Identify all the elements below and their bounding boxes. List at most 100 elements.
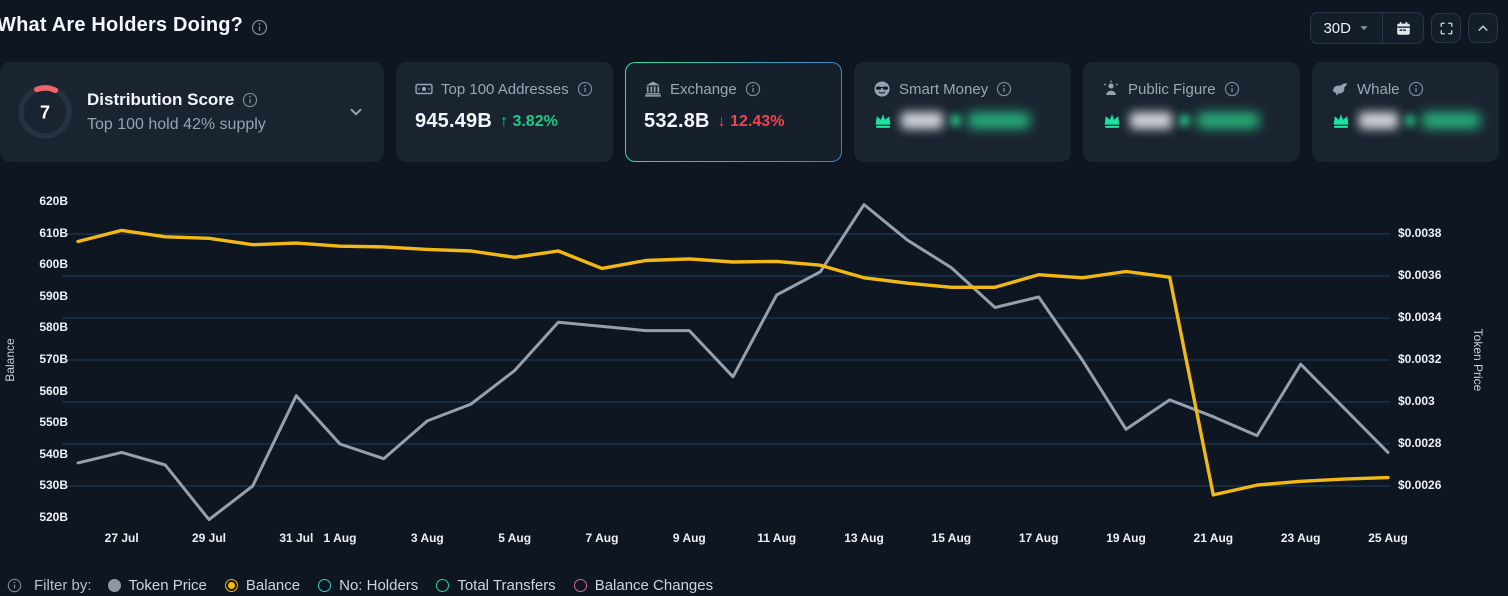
x-axis-tick: 29 Jul xyxy=(191,531,227,545)
info-icon[interactable] xyxy=(242,92,258,108)
left-axis-tick: 560B xyxy=(39,383,68,398)
card-top-100-addresses[interactable]: Top 100 Addresses 945.49B ↑ 3.82% xyxy=(396,62,613,162)
timeframe-selector[interactable]: 30D xyxy=(1311,13,1382,43)
filter-option-label: Balance Changes xyxy=(594,577,714,594)
right-axis-tick: $0.0026 xyxy=(1398,478,1442,492)
masked-arrow xyxy=(1406,114,1415,126)
masked-change xyxy=(1422,112,1480,128)
header-controls: 30D xyxy=(1310,12,1498,44)
masked-value xyxy=(1359,111,1399,129)
x-axis-tick: 27 Jul xyxy=(104,531,139,545)
fullscreen-button[interactable] xyxy=(1431,13,1461,43)
distribution-score-gauge: 7 xyxy=(18,85,72,139)
right-axis-tick: $0.0036 xyxy=(1398,268,1442,282)
smart-money-icon xyxy=(873,80,891,98)
radio-icon xyxy=(107,579,121,592)
filter-options: Token Price Balance No: Holders Total Trans… xyxy=(107,577,714,594)
x-axis-tick: 23 Aug xyxy=(1280,531,1321,545)
calendar-button[interactable] xyxy=(1383,13,1423,43)
info-icon[interactable] xyxy=(251,19,268,36)
x-axis-tick: 31 Jul xyxy=(279,531,314,545)
x-axis-tick: 17 Aug xyxy=(1018,531,1059,545)
left-axis-tick: 590B xyxy=(39,288,68,303)
card-public-figure[interactable]: Public Figure xyxy=(1083,62,1300,162)
collapse-button[interactable] xyxy=(1468,13,1498,43)
filter-option-total-transfers[interactable]: Total Transfers xyxy=(436,577,556,594)
stat-cards: Top 100 Addresses 945.49B ↑ 3.82% Exchange 5… xyxy=(396,62,1499,162)
masked-change xyxy=(968,112,1030,128)
series-token-price xyxy=(76,203,1390,522)
right-axis-tick: $0.0038 xyxy=(1398,226,1442,240)
left-axis-tick: 530B xyxy=(39,478,68,493)
card-value: 532.8B xyxy=(644,110,710,132)
banknote-icon xyxy=(415,80,433,98)
right-axis-tick: $0.0034 xyxy=(1398,310,1442,324)
fullscreen-icon xyxy=(1439,21,1454,36)
x-axis-tick: 7 Aug xyxy=(585,531,619,545)
left-axis-tick: 550B xyxy=(39,415,68,430)
right-axis-tick: $0.0028 xyxy=(1398,436,1442,450)
panel-header: What Are Holders Doing? 30D xyxy=(0,0,1508,54)
filter-option-token-price[interactable]: Token Price xyxy=(107,577,207,594)
filter-option-no-holders[interactable]: No: Holders xyxy=(318,577,418,594)
card-title: Whale xyxy=(1357,80,1400,98)
page-title: What Are Holders Doing? xyxy=(0,14,244,36)
filter-option-balance[interactable]: Balance xyxy=(224,577,301,594)
bank-icon xyxy=(644,80,662,98)
chevron-down-icon xyxy=(1358,22,1370,34)
info-icon[interactable] xyxy=(577,81,593,97)
filter-option-label: Token Price xyxy=(128,577,207,594)
public-figure-icon xyxy=(1102,80,1120,98)
card-title: Exchange xyxy=(670,80,737,98)
filter-row: Filter by: Token Price Balance No: Holders… xyxy=(7,577,713,594)
left-axis-tick: 520B xyxy=(39,510,68,524)
right-axis-tick: $0.003 xyxy=(1398,394,1435,408)
card-smart-money[interactable]: Smart Money xyxy=(854,62,1071,162)
info-icon[interactable] xyxy=(745,81,761,97)
filter-label: Filter by: xyxy=(34,577,92,594)
x-axis-tick: 1 Aug xyxy=(323,531,357,545)
masked-change xyxy=(1197,112,1259,128)
x-axis-tick: 19 Aug xyxy=(1106,531,1146,545)
radio-icon xyxy=(318,579,332,592)
info-icon[interactable] xyxy=(7,578,22,593)
card-change: ↑ 3.82% xyxy=(500,112,558,130)
crown-icon xyxy=(1331,110,1351,130)
x-axis-tick: 21 Aug xyxy=(1193,531,1234,545)
info-icon[interactable] xyxy=(1408,81,1424,97)
card-title: Public Figure xyxy=(1128,80,1216,98)
filter-option-label: No: Holders xyxy=(339,577,419,594)
info-icon[interactable] xyxy=(1224,81,1240,97)
card-exchange[interactable]: Exchange 532.8B ↓ 12.43% xyxy=(625,62,842,162)
filter-option-label: Balance xyxy=(245,577,301,594)
x-axis-tick: 3 Aug xyxy=(410,531,444,545)
stat-cards-row: 7 Distribution Score Top 100 hold 42% su… xyxy=(0,62,1499,162)
timeframe-value: 30D xyxy=(1323,19,1351,37)
card-value: 945.49B xyxy=(415,110,493,132)
left-axis-tick: 620B xyxy=(39,194,68,208)
left-axis-tick: 610B xyxy=(39,225,68,240)
radio-icon xyxy=(573,579,587,592)
x-axis-tick: 9 Aug xyxy=(672,531,706,545)
chevron-down-icon[interactable] xyxy=(347,103,365,121)
divider xyxy=(1382,13,1383,43)
left-axis-tick: 600B xyxy=(39,257,68,272)
masked-arrow xyxy=(1180,114,1189,126)
masked-arrow xyxy=(951,114,960,126)
right-axis-title: Token Price xyxy=(1471,328,1485,392)
left-axis-tick: 540B xyxy=(39,446,68,461)
card-whale[interactable]: Whale xyxy=(1312,62,1499,162)
filter-option-balance-changes[interactable]: Balance Changes xyxy=(573,577,714,594)
card-distribution-score[interactable]: 7 Distribution Score Top 100 hold 42% su… xyxy=(0,62,384,162)
x-axis-tick: 11 Aug xyxy=(757,531,797,545)
card-title: Distribution Score xyxy=(87,90,235,109)
left-axis-tick: 570B xyxy=(39,352,68,366)
whale-icon xyxy=(1331,80,1349,98)
radio-selected-icon xyxy=(224,579,238,592)
x-axis-tick: 25 Aug xyxy=(1368,531,1408,545)
masked-value xyxy=(901,111,943,129)
info-icon[interactable] xyxy=(996,81,1012,97)
crown-icon xyxy=(1102,110,1122,130)
